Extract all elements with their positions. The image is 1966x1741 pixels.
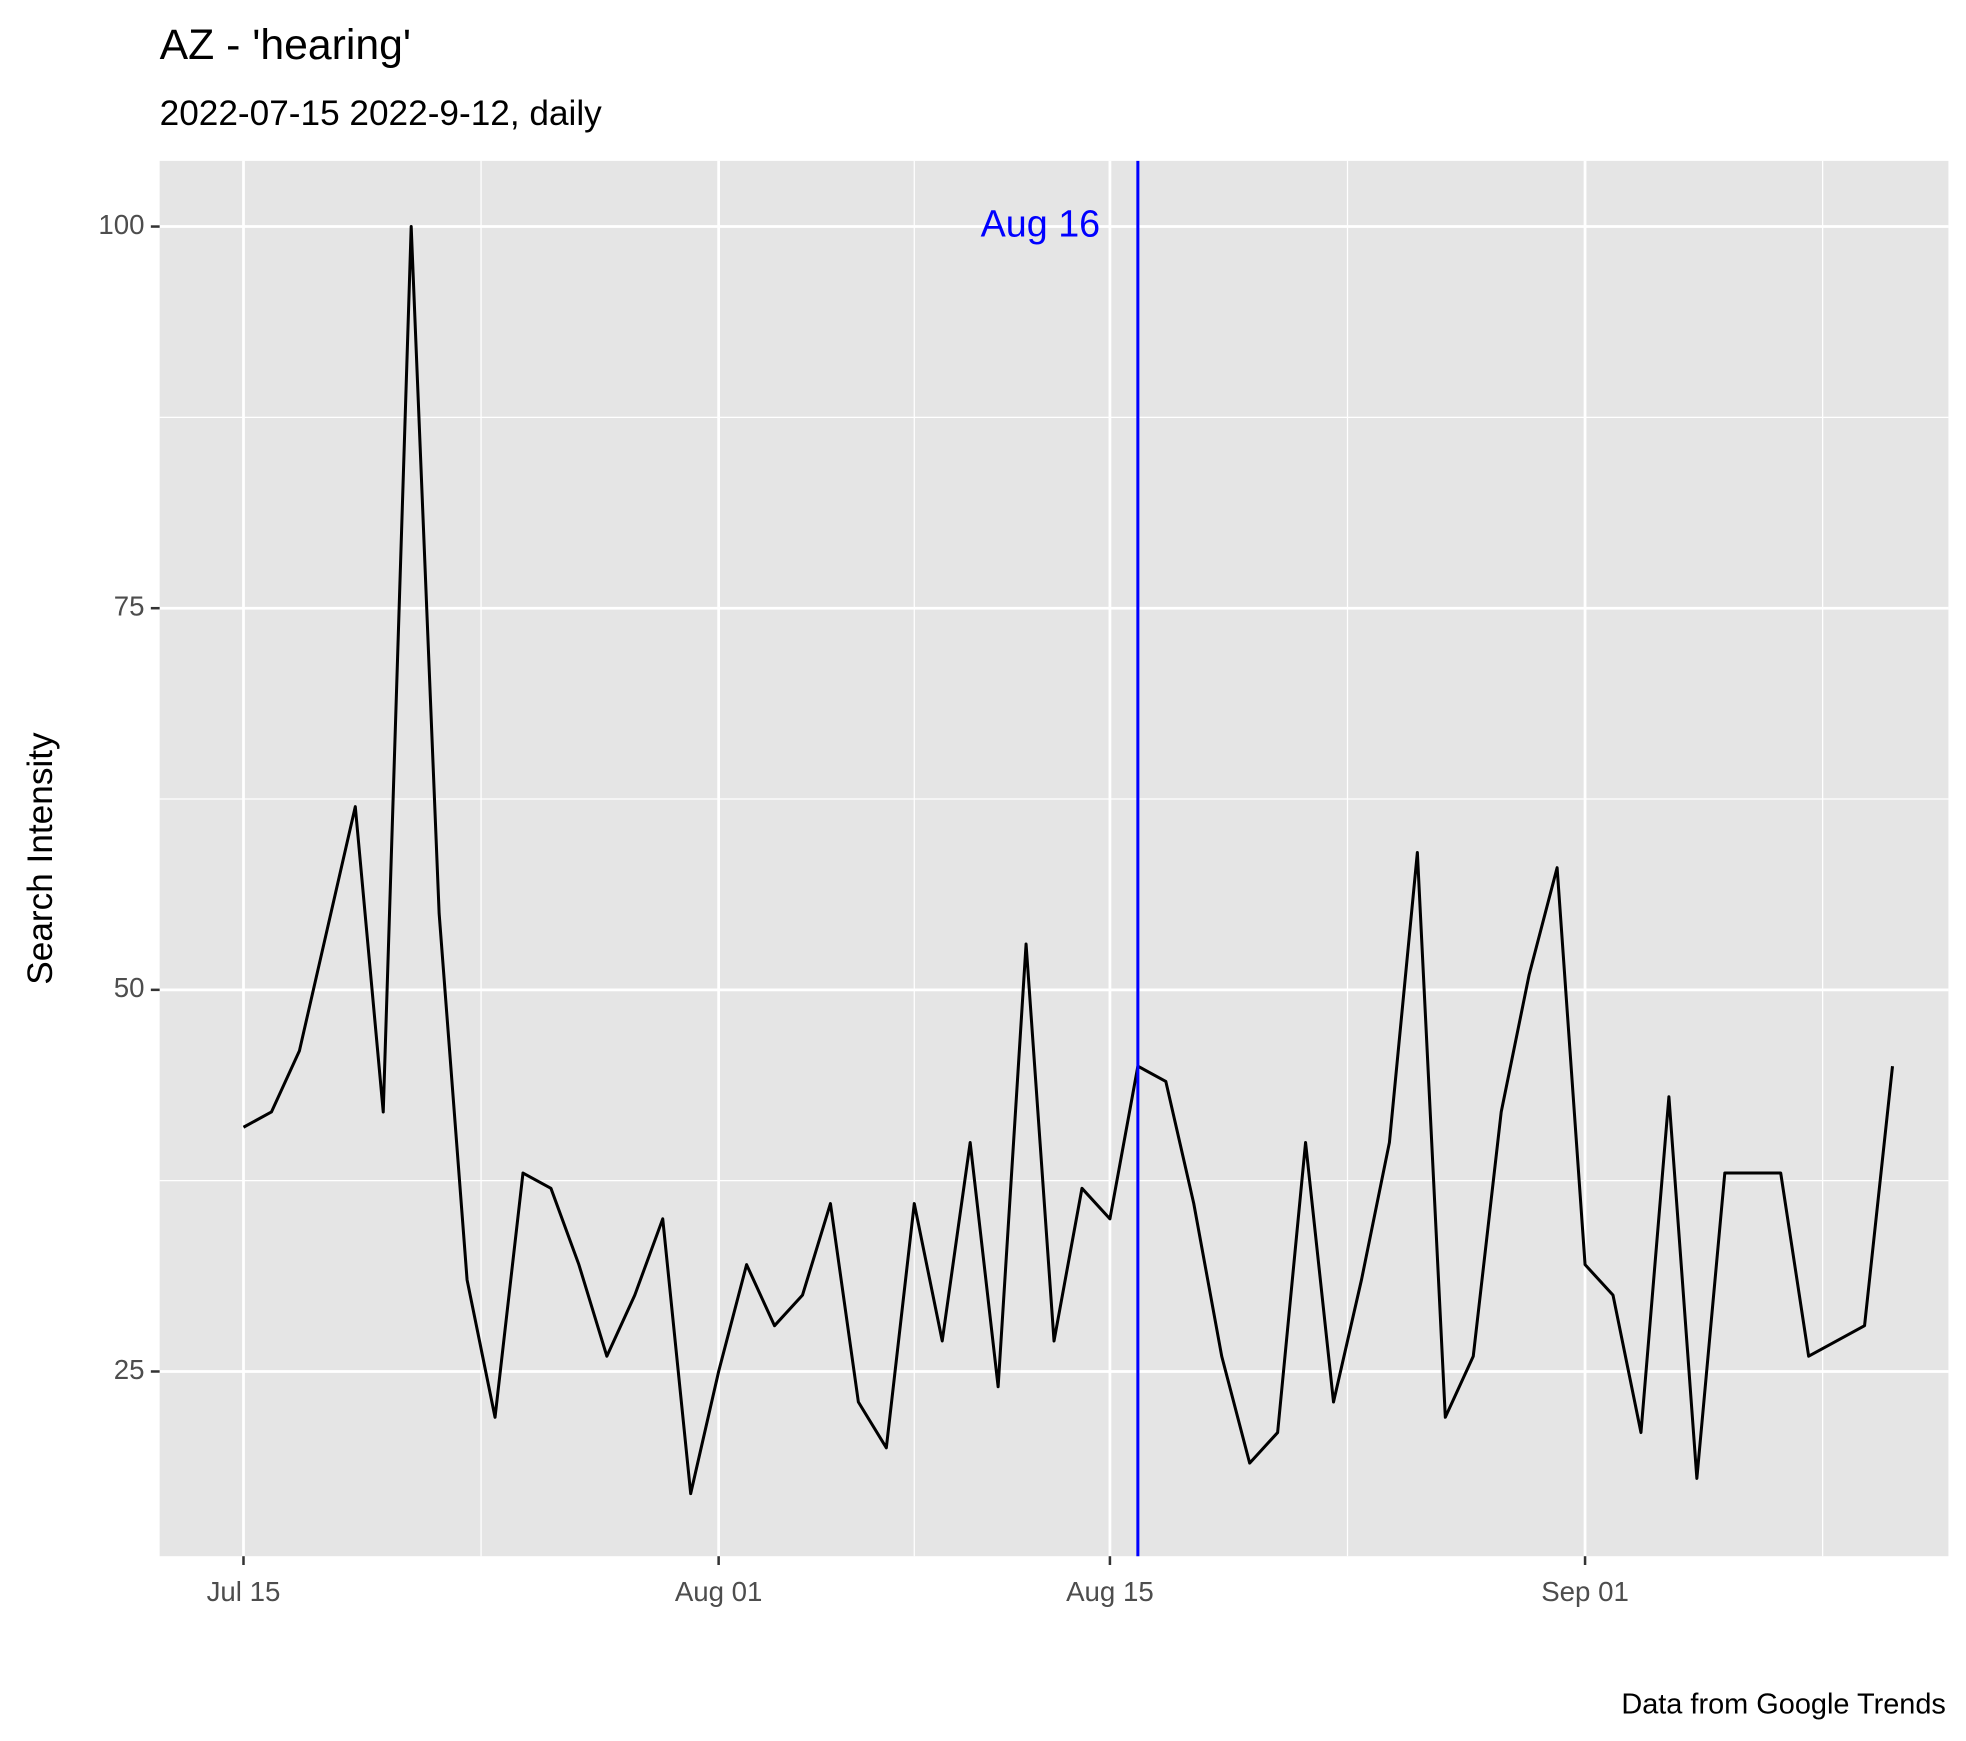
x-tick-label: Aug 01 bbox=[675, 1576, 763, 1607]
y-axis-title: Search Intensity bbox=[21, 732, 60, 985]
data-line bbox=[242, 225, 1895, 1496]
plot-panel bbox=[159, 160, 1949, 1557]
x-tick-label: Aug 15 bbox=[1066, 1576, 1154, 1607]
x-tick-label: Sep 01 bbox=[1541, 1576, 1629, 1607]
chart-subtitle: 2022-07-15 2022-9-12, daily bbox=[160, 94, 603, 133]
y-tick-label: 25 bbox=[114, 1354, 145, 1385]
y-tick-label: 75 bbox=[114, 590, 145, 621]
y-tick-label: 100 bbox=[98, 209, 144, 240]
chart-title: AZ - 'hearing' bbox=[160, 21, 411, 69]
x-tick-label: Jul 15 bbox=[207, 1576, 281, 1607]
caption: Data from Google Trends bbox=[1621, 1688, 1946, 1720]
y-tick-label: 50 bbox=[114, 972, 145, 1003]
reference-label: Aug 16 bbox=[981, 203, 1101, 245]
